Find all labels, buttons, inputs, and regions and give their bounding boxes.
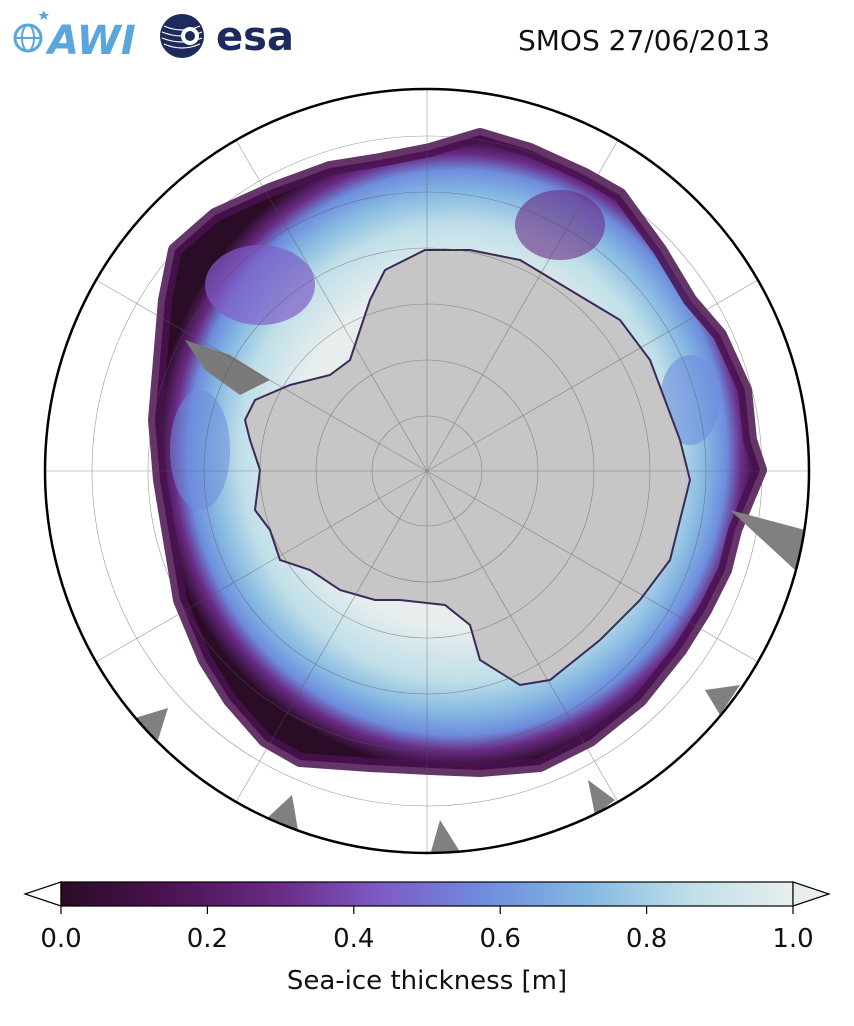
colorbar-tick-label: 1.0 bbox=[772, 924, 814, 954]
colorbar-tickmarks bbox=[60, 906, 794, 914]
map-boundary bbox=[43, 87, 811, 855]
awi-logo-text: AWI bbox=[45, 18, 136, 62]
esa-logo-text: esa bbox=[216, 14, 294, 60]
colorbar-extend-low bbox=[23, 881, 62, 907]
colorbar-tick-label: 0.6 bbox=[479, 924, 521, 954]
no-data-wedge bbox=[588, 780, 615, 815]
no-data-wedge bbox=[705, 685, 740, 715]
sea-ice-edge bbox=[148, 128, 767, 777]
colorbar-label: Sea-ice thickness [m] bbox=[286, 966, 568, 996]
map-title: SMOS 27/06/2013 bbox=[518, 24, 771, 57]
colorbar-bar bbox=[60, 881, 794, 907]
awi-logo: AWI bbox=[13, 10, 136, 62]
thin-ice-patch bbox=[660, 355, 720, 445]
colorbar-graphic bbox=[23, 881, 831, 914]
colorbar-extend-high bbox=[792, 881, 831, 907]
colorbar: 0.0 0.2 0.4 0.6 0.8 1.0 Sea-ice thickness [m] bbox=[0, 870, 854, 1020]
esa-globe-icon bbox=[160, 14, 204, 58]
no-data-wedge bbox=[730, 510, 805, 570]
thin-ice-patch bbox=[205, 245, 315, 325]
colorbar-tick-label: 0.4 bbox=[333, 924, 375, 954]
thin-ice-patch bbox=[515, 190, 605, 260]
antarctica-land bbox=[243, 249, 692, 687]
graticule bbox=[45, 89, 809, 853]
colorbar-tick-label: 0.0 bbox=[40, 924, 82, 954]
no-data-wedge bbox=[135, 708, 168, 740]
ice-shelf bbox=[185, 340, 270, 395]
colorbar-tick-label: 0.2 bbox=[186, 924, 229, 954]
esa-logo: esa bbox=[160, 14, 294, 60]
no-data-wedge bbox=[430, 820, 462, 853]
polar-map bbox=[43, 87, 811, 855]
globe-icon bbox=[13, 10, 50, 53]
colorbar-tick-label: 0.8 bbox=[625, 924, 668, 954]
thin-ice-patch bbox=[170, 390, 230, 510]
